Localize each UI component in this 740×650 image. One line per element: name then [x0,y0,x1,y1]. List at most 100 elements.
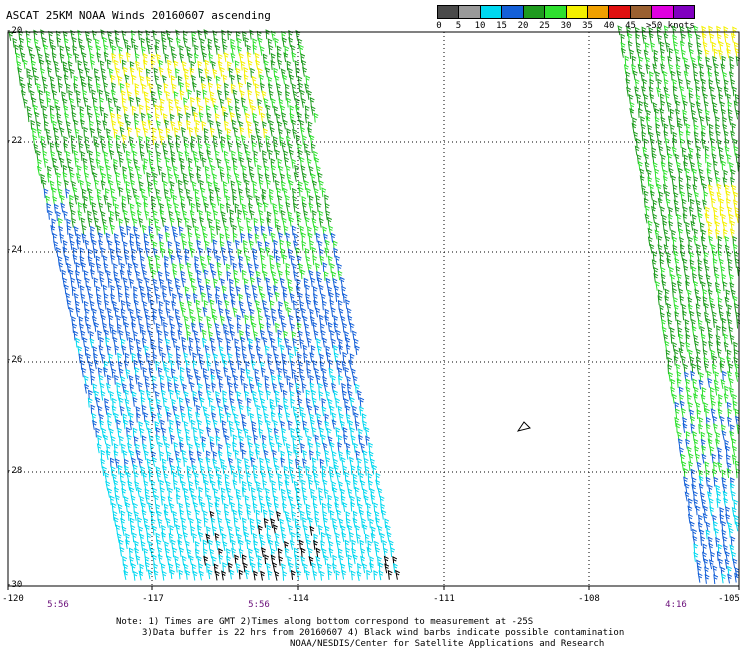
wind-barb [717,235,723,246]
legend-swatch [480,6,503,18]
wind-barb [256,518,262,529]
wind-barb [324,202,330,213]
wind-barb [107,277,113,288]
wind-barb [693,490,698,501]
wind-barb [120,510,126,521]
wind-barb [91,308,97,319]
wind-barb [303,563,308,574]
wind-barb [95,82,101,93]
wind-barb [724,385,729,396]
wind-barb [338,307,344,318]
wind-barb [673,40,678,51]
wind-barb [184,74,190,85]
wind-barb [685,386,691,397]
wind-barb [321,367,327,378]
wind-barb [660,206,665,217]
wind-barb [214,112,220,123]
wind-barb [248,98,254,109]
wind-barb [197,143,203,154]
wind-barb [56,211,61,221]
wind-barb [97,434,102,445]
wind-barb [96,194,102,205]
wind-barb [102,36,108,47]
wind-barb [169,315,174,326]
wind-barb [338,518,344,529]
wind-barb [731,438,737,449]
wind-barb [349,322,355,333]
wind-barb [237,509,243,520]
wind-barb [284,547,290,558]
wind-barb [40,29,46,40]
wind-barb [271,374,276,385]
wind-barb [707,484,713,495]
wind-barb [261,90,267,101]
wind-barb [321,502,327,513]
wind-barb [340,456,346,467]
wind-barb [232,224,238,235]
wind-barb [111,52,117,63]
wind-barb [326,427,332,438]
wind-barb [711,153,717,164]
wind-barb [73,75,79,86]
wind-barb [244,495,250,505]
wind-barb [345,517,351,528]
wind-barb [244,314,250,325]
wind-barb [163,149,169,160]
wind-barb [79,179,85,190]
wind-barb [224,473,230,484]
wind-barb [212,458,218,469]
wind-barb [263,128,268,138]
wind-barb [119,546,125,557]
wind-barb [652,213,658,224]
wind-barb [108,323,114,334]
wind-barb [685,341,691,352]
wind-barb [336,509,342,520]
wind-barb [34,111,40,122]
wind-barb [135,406,141,416]
wind-barb [347,390,353,401]
wind-barb [158,337,163,348]
wind-barb [302,458,307,469]
wind-barb [672,236,678,247]
wind-barb [620,47,626,58]
wind-barb [90,225,95,236]
wind-barb [92,171,98,182]
wind-barb [259,45,265,56]
wind-barb [723,333,729,344]
wind-barb [724,558,730,569]
wind-barb [256,404,262,415]
wind-barb [690,423,696,434]
wind-barb [109,390,115,401]
lon-label-108: -108 [578,594,600,604]
wind-barb [51,218,57,229]
wind-barb [342,426,348,437]
wind-barb [698,475,704,486]
wind-barb [710,349,716,360]
wind-barb [291,225,297,236]
wind-barb [289,352,295,363]
wind-barb [649,243,655,254]
wind-barb [273,285,279,296]
wind-barb [217,270,223,281]
wind-barb [680,355,686,366]
wind-barb [228,494,234,505]
wind-barb [381,509,387,520]
wind-barb [152,278,158,289]
wind-barb [172,293,177,304]
wind-barb [162,44,168,55]
wind-barb [262,157,268,168]
wind-barb [196,269,202,280]
wind-barb [87,217,93,228]
wind-barb [187,52,193,63]
wind-barb [205,173,211,184]
wind-barb [46,202,52,213]
wind-barb [284,510,290,521]
wind-barb [49,142,55,153]
wind-barb [291,331,297,341]
wind-barb [305,465,311,476]
wind-barb [328,359,334,370]
wind-barb [234,239,240,250]
wind-barb [683,161,689,171]
wind-barb [729,482,735,493]
wind-barb [77,134,83,145]
